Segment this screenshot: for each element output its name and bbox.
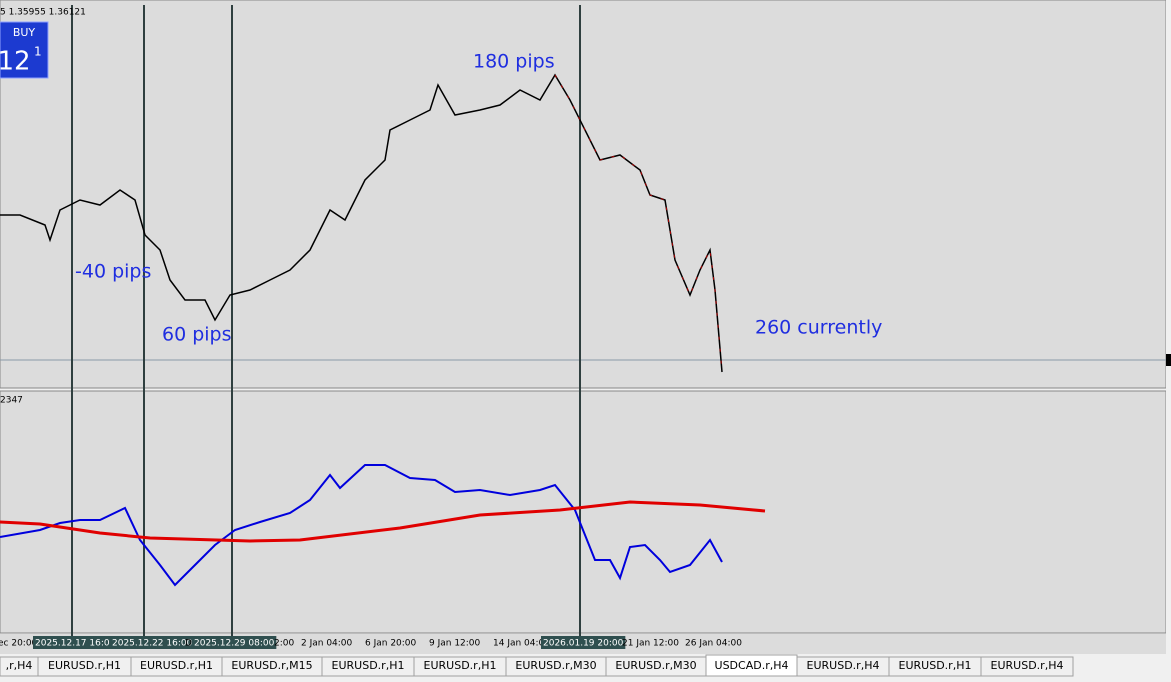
time-label: ec 20:00 [0, 639, 38, 649]
annotation: -40 pips [75, 261, 151, 283]
time-label: 14 Jan 04:00 [493, 639, 550, 649]
buy-label[interactable]: BUY [13, 26, 36, 39]
time-label: 2026.01.19 20:00 [543, 639, 624, 649]
time-marker [541, 636, 626, 649]
time-label: 2025.12.22 16:00 [112, 639, 193, 649]
signal-line [0, 500, 766, 543]
tab-label[interactable]: EURUSD.r,H4 [807, 659, 880, 672]
tab[interactable] [980, 656, 1074, 677]
tab-label[interactable]: ,r,H4 [6, 659, 33, 672]
time-label: 2025.12.29 08:00 [194, 639, 275, 649]
price-info: 5 1.35955 1.36121 [0, 8, 86, 18]
time-label: 2:00 [274, 639, 294, 649]
buy-button[interactable] [0, 21, 49, 79]
time-label: 2025.12.17 16:00 [35, 639, 116, 649]
tab-label[interactable]: EURUSD.r,H1 [48, 659, 121, 672]
indicator-label: 2347 [0, 396, 23, 406]
buy-price[interactable]: 12 [0, 47, 31, 77]
annotation: 260 currently [755, 317, 882, 339]
bid-marker [1166, 354, 1171, 366]
tab-label[interactable]: EURUSD.r,H4 [991, 659, 1064, 672]
tab-label[interactable]: EURUSD.r,H1 [899, 659, 972, 672]
time-label: 2 Jan 04:00 [301, 639, 353, 649]
tab-label[interactable]: EURUSD.r,M30 [615, 659, 696, 672]
time-marker [192, 636, 277, 649]
time-marker [33, 636, 118, 649]
tab-label[interactable]: USDCAD.r,H4 [715, 659, 789, 672]
tab-label[interactable]: EURUSD.r,M30 [515, 659, 596, 672]
price-scale [1166, 0, 1171, 656]
tab-label[interactable]: EURUSD.r,M15 [231, 659, 312, 672]
price-path [0, 73, 723, 373]
time-label: 6 Jan 20:00 [365, 639, 417, 649]
vertical-lines [71, 5, 581, 640]
tab-label[interactable]: EURUSD.r,H1 [332, 659, 405, 672]
time-label: 9 Jan 12:00 [429, 639, 481, 649]
time-label: 26 Jan 04:00 [685, 639, 742, 649]
indicator-panel [0, 390, 1167, 634]
time-marker [110, 636, 195, 649]
buy-price-sup[interactable]: 1 [34, 45, 42, 59]
tab-label[interactable]: EURUSD.r,H1 [140, 659, 213, 672]
time-label: 21 Jan 12:00 [622, 639, 679, 649]
main-chart [0, 0, 1167, 389]
indicator-line [0, 464, 723, 587]
tab-label[interactable]: EURUSD.r,H1 [424, 659, 497, 672]
annotation: 180 pips [473, 51, 555, 73]
time-label: D [185, 639, 192, 649]
annotation: 60 pips [162, 324, 232, 346]
